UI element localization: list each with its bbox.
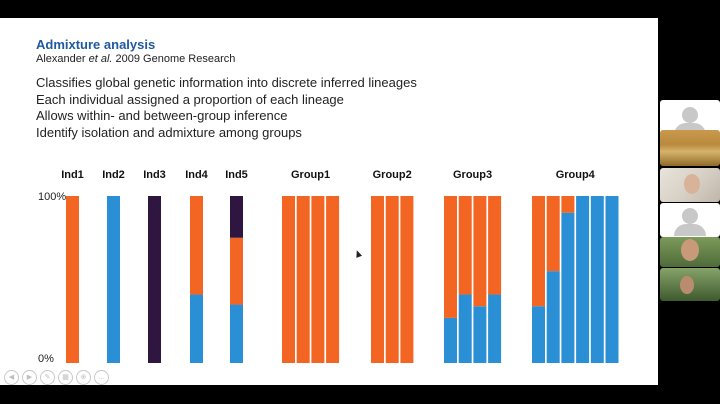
bar-group3-2-orange — [458, 196, 472, 295]
bullet-list: Classifies global genetic information in… — [36, 75, 417, 141]
group-label-group4: Group4 — [556, 169, 596, 181]
bar-group1-2-orange — [296, 196, 310, 363]
next-slide-button[interactable]: ▶ — [22, 370, 37, 385]
more-options-button[interactable]: … — [94, 370, 109, 385]
bar-group4-3-blue — [561, 212, 575, 363]
group-label-ind2: Ind2 — [102, 169, 125, 181]
group-label-ind5: Ind5 — [225, 169, 248, 181]
group-label-group1: Group1 — [291, 169, 330, 181]
participant-placeholder-2[interactable] — [660, 203, 720, 237]
bar-group4-2-orange — [546, 196, 560, 272]
group-label-group3: Group3 — [453, 169, 492, 181]
bullet-item: Each individual assigned a proportion of… — [36, 91, 344, 107]
bullet-item: Classifies global genetic information in… — [36, 75, 417, 90]
bar-group3-4-orange — [488, 196, 502, 295]
bar-ind2-1-blue — [107, 196, 120, 363]
citation-journal: 2009 Genome Research — [112, 53, 236, 65]
y-tick-0: 0% — [38, 353, 54, 365]
presentation-slide: Admixture analysis Alexander et al. 2009… — [0, 18, 658, 385]
bar-ind5-1-purple — [230, 196, 243, 238]
bar-group1-3-orange — [311, 196, 325, 363]
bar-group3-4-blue — [488, 294, 502, 363]
bar-group4-6-blue — [605, 196, 619, 363]
participant-shared-map[interactable] — [660, 130, 720, 166]
previous-slide-button[interactable]: ◀ — [4, 370, 19, 385]
bar-group2-3-orange — [400, 196, 414, 363]
bar-group4-1-blue — [532, 306, 545, 363]
bar-group3-3-orange — [473, 196, 487, 307]
bar-ind5-1-blue — [230, 304, 243, 363]
citation-author: Alexander — [36, 53, 89, 65]
participant-face — [681, 239, 699, 261]
bar-group4-2-blue — [546, 271, 560, 363]
bar-group4-5-blue — [590, 196, 604, 363]
person-body-icon — [674, 224, 706, 236]
bar-group3-3-blue — [473, 306, 487, 363]
citation-et-al: et al. — [88, 53, 113, 65]
bar-group4-4-blue — [576, 196, 590, 363]
bar-group4-3-orange — [561, 196, 575, 213]
slide-title: Admixture analysis — [36, 37, 156, 52]
bar-ind4-1-blue — [190, 294, 203, 363]
bar-ind1-1-orange — [66, 196, 79, 363]
participant-video-2[interactable] — [660, 237, 720, 267]
participant-face — [680, 276, 694, 294]
bar-group3-1-orange — [444, 196, 457, 318]
zoom-button[interactable]: ⊕ — [76, 370, 91, 385]
group-label-ind3: Ind3 — [143, 169, 166, 181]
slideshow-toolbar: ◀ ▶ ✎ ▦ ⊕… — [4, 370, 109, 385]
bar-group3-2-blue — [458, 294, 472, 363]
citation: Alexander et al. 2009 Genome Research — [36, 53, 235, 65]
bar-group1-1-orange — [282, 196, 295, 363]
bullet-item: Allows within- and between-group inferen… — [36, 108, 288, 123]
bar-group2-1-orange — [371, 196, 384, 363]
group-label-group2: Group2 — [373, 169, 412, 181]
participant-video-3[interactable] — [660, 268, 720, 301]
bar-group4-1-orange — [532, 196, 545, 307]
bar-group3-1-blue — [444, 317, 457, 363]
person-icon — [682, 107, 698, 123]
bar-ind3-1-purple — [148, 196, 161, 363]
bar-ind4-1-orange — [190, 196, 203, 295]
group-label-ind4: Ind4 — [185, 169, 208, 181]
group-label-ind1: Ind1 — [61, 169, 84, 181]
bars-layer — [66, 196, 619, 363]
person-icon — [682, 208, 698, 224]
admixture-chart: 100% 0% Ind1 Ind2 Ind3 Ind4 Ind5 Group1 Group2… — [38, 169, 619, 365]
bar-group2-2-orange — [385, 196, 399, 363]
bar-group1-4-orange — [326, 196, 340, 363]
bullet-item: Identify isolation and admixture among g… — [36, 124, 302, 140]
bar-ind5-1-orange — [230, 237, 243, 305]
see-all-slides-button[interactable]: ▦ — [58, 370, 73, 385]
participant-face — [684, 174, 700, 194]
participant-video-1[interactable] — [660, 168, 720, 202]
pen-tool-button[interactable]: ✎ — [40, 370, 55, 385]
y-tick-100: 100% — [38, 191, 66, 203]
